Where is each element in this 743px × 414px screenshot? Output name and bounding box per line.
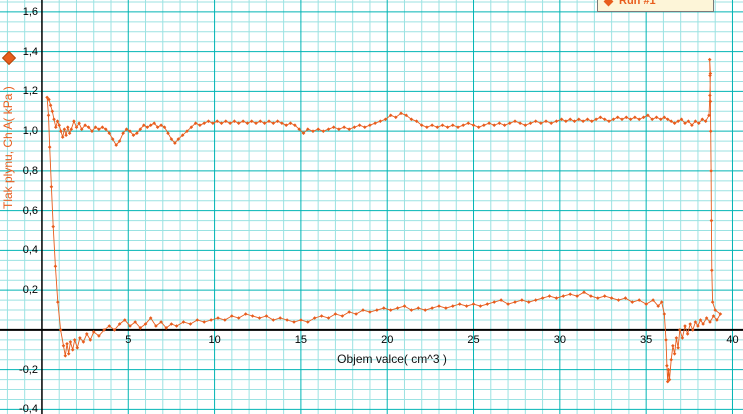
y-tick-label: -0,4: [19, 403, 38, 414]
y-tick-label: 0,4: [22, 244, 38, 257]
x-tick-label: 15: [294, 333, 308, 346]
y-tick-label: 1,6: [22, 5, 38, 18]
y-tick-label: 0,2: [22, 284, 38, 297]
y-tick-label: -0,2: [19, 363, 38, 376]
x-axis-title[interactable]: Objem valce( cm^3 ): [337, 352, 447, 366]
legend-run-label: Run #1: [619, 0, 656, 7]
y-tick-label: 0,6: [22, 204, 38, 217]
x-tick-label: 10: [208, 333, 221, 346]
x-tick-label: 20: [381, 333, 394, 346]
x-tick-label: 40: [726, 333, 739, 346]
y-tick-label: 1,4: [22, 45, 38, 58]
y-tick-label: 1,2: [22, 85, 38, 98]
x-tick-label: 5: [125, 333, 132, 346]
x-tick-label: 30: [553, 333, 566, 346]
y-axis-title[interactable]: Tlak plynu, Ch A( kPa ): [1, 86, 15, 210]
y-tick-label: 0,8: [22, 164, 38, 177]
y-tick-label: 1,0: [22, 125, 38, 138]
x-tick-label: 25: [467, 333, 480, 346]
x-tick-label: 35: [640, 333, 653, 346]
legend[interactable]: Run #1: [597, 0, 714, 12]
legend-series-marker-icon: [603, 0, 614, 6]
